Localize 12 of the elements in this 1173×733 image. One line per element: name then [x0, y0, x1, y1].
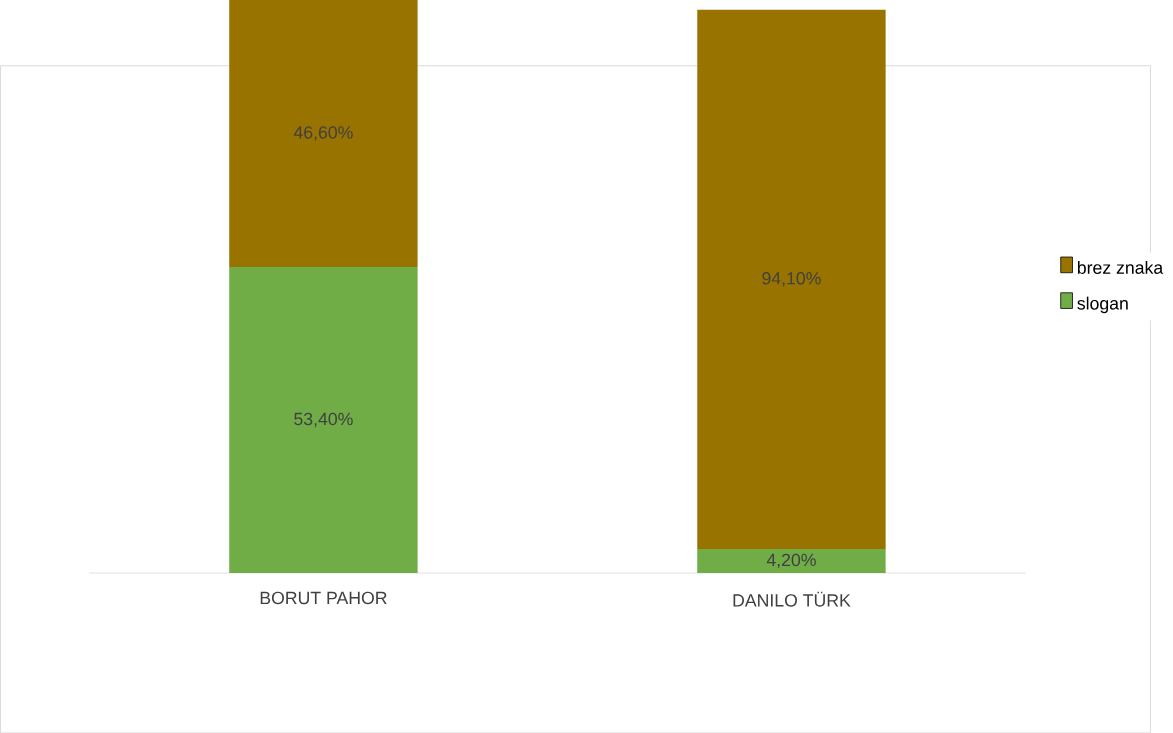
legend-label: brez znaka	[1077, 260, 1164, 274]
bar	[697, 548, 886, 573]
data-label: 46,60%	[293, 125, 353, 141]
data-label: 94,10%	[762, 271, 821, 287]
bar	[697, 9, 886, 549]
x-tick-label: BORUT PAHOR	[260, 591, 387, 604]
bar	[229, 0, 418, 267]
data-label: 4,20%	[766, 553, 816, 569]
data-label: 53,40%	[294, 412, 353, 428]
legend-label: slogan	[1077, 296, 1128, 313]
x-tick-label: DANILO TÜRK	[733, 591, 851, 607]
bar	[229, 266, 418, 573]
